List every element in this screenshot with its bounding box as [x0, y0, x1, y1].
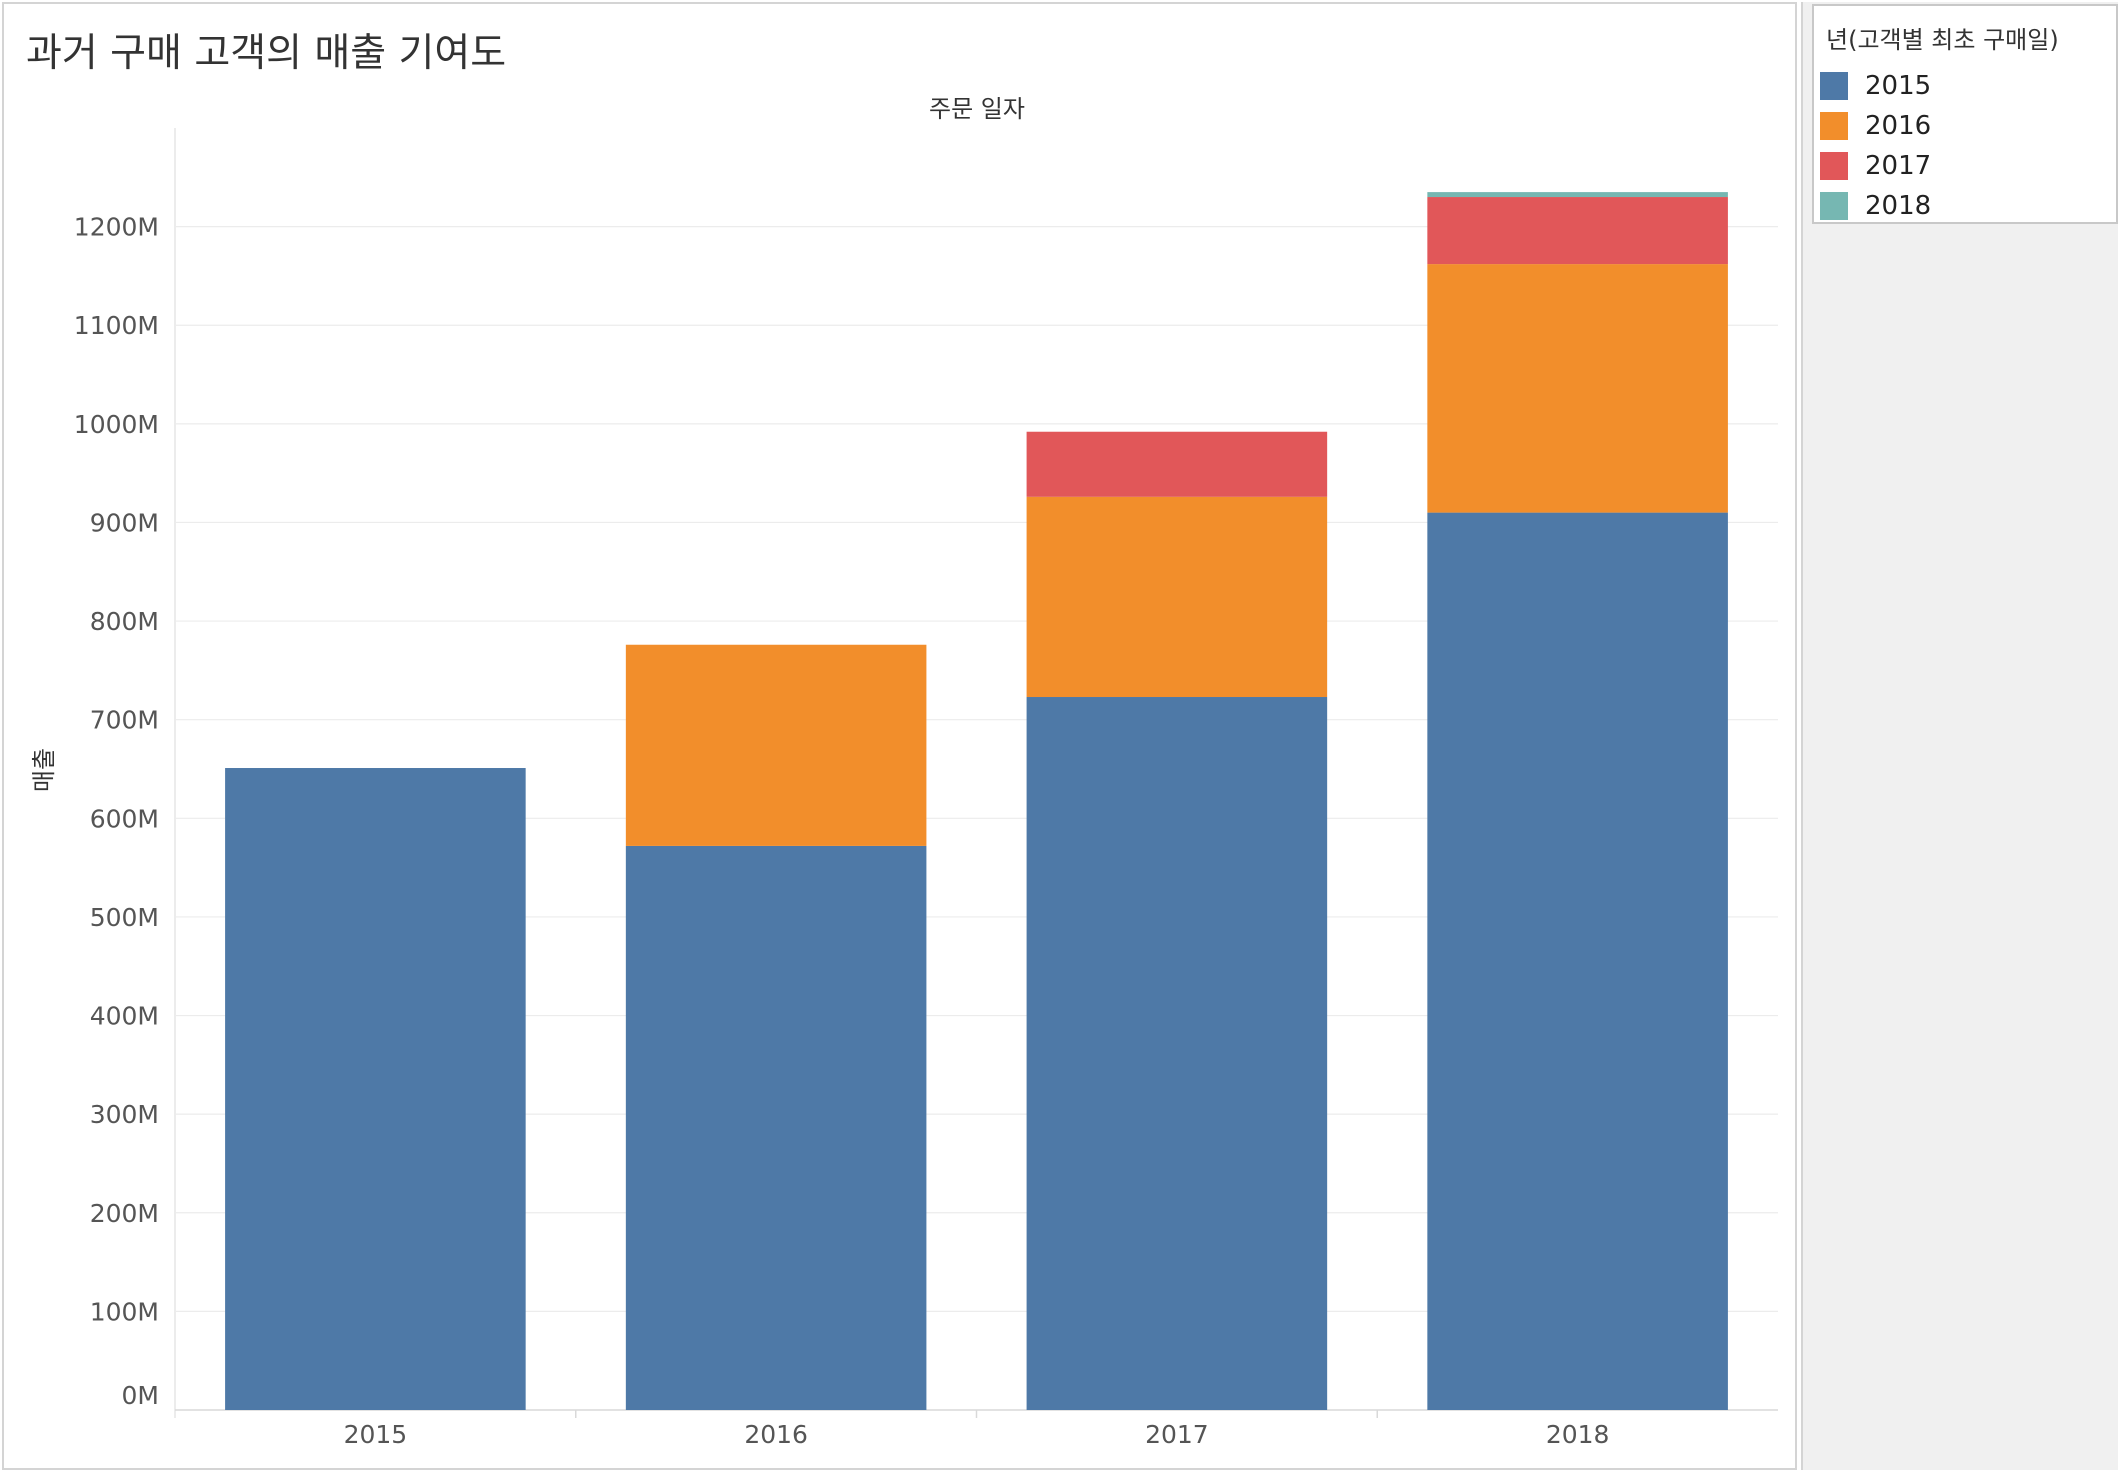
- y-tick-label: 800M: [90, 607, 159, 636]
- bar-segment-2018-series-2016: [1427, 264, 1728, 513]
- legend-label: 2015: [1865, 71, 1932, 101]
- bar-segment-2018-series-2017: [1427, 197, 1728, 265]
- bar-segment-2017-series-2017: [1026, 431, 1328, 497]
- x-tick-label: 2017: [1145, 1420, 1209, 1449]
- bar-segment-2015-series-2015: [225, 768, 526, 1410]
- chart-title: 과거 구매 고객의 매출 기여도: [26, 31, 507, 76]
- color-legend[interactable]: 년(고객별 최초 구매일) 2015 2016 2017 2018: [1812, 4, 2118, 224]
- y-axis-label: 매출: [30, 748, 58, 792]
- legend-swatch: [1820, 152, 1848, 180]
- y-tick-label: 200M: [90, 1199, 159, 1228]
- y-axis-ticks: 0M 100M 200M 300M 400M 500M 600M 700M 800M 900M 10…: [74, 213, 159, 1410]
- y-tick-label: 1000M: [74, 410, 159, 439]
- y-tick-label: 600M: [90, 804, 159, 833]
- bar-segment-2017-series-2016: [1026, 496, 1328, 698]
- legend-item[interactable]: 2017: [1820, 150, 2100, 182]
- y-tick-label: 300M: [90, 1100, 159, 1129]
- legend-item[interactable]: 2016: [1820, 110, 2100, 142]
- bar-segment-2018-series-2015: [1427, 512, 1728, 1410]
- legend-item[interactable]: 2015: [1820, 70, 2100, 102]
- y-tick-label: 700M: [90, 706, 159, 735]
- y-tick-label: 400M: [90, 1002, 159, 1031]
- column-header: 주문 일자: [929, 95, 1025, 123]
- legend-swatch: [1820, 192, 1848, 220]
- bar-segment-2018-series-2018: [1427, 192, 1728, 198]
- legend-title: 년(고객별 최초 구매일): [1826, 26, 2059, 54]
- y-tick-label: 0M: [122, 1381, 159, 1410]
- legend-item[interactable]: 2018: [1820, 190, 2100, 222]
- stacked-bars: [225, 192, 1728, 1410]
- y-tick-label: 900M: [90, 508, 159, 537]
- legend-swatch: [1820, 72, 1848, 100]
- x-tick-label: 2015: [344, 1420, 408, 1449]
- legend-swatch: [1820, 112, 1848, 140]
- y-tick-label: 1200M: [74, 213, 159, 242]
- bar-segment-2016-series-2015: [625, 845, 927, 1410]
- y-tick-label: 100M: [90, 1297, 159, 1326]
- legend-label: 2018: [1865, 191, 1932, 221]
- bar-segment-2017-series-2015: [1026, 697, 1328, 1410]
- y-tick-label: 1100M: [74, 311, 159, 340]
- y-tick-label: 500M: [90, 903, 159, 932]
- bar-chart-plot: 0M 100M 200M 300M 400M 500M 600M 700M 800M 900M 10…: [30, 95, 1778, 1449]
- bar-segment-2016-series-2016: [625, 644, 927, 846]
- legend-label: 2017: [1865, 151, 1932, 181]
- legend-label: 2016: [1865, 111, 1932, 141]
- x-tick-label: 2016: [744, 1420, 808, 1449]
- legend-sidebar: 년(고객별 최초 구매일) 2015 2016 2017 2018: [1801, 2, 2118, 1470]
- x-tick-label: 2018: [1546, 1420, 1610, 1449]
- x-axis-ticks: 2015 2016 2017 2018: [344, 1420, 1610, 1449]
